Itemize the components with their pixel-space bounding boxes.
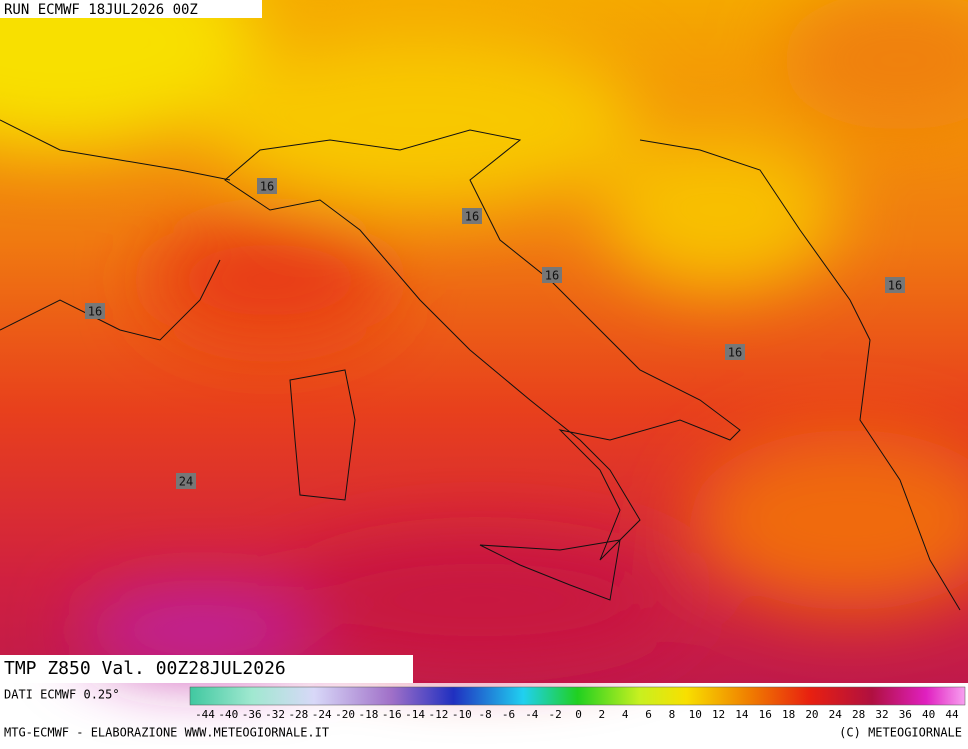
scale-label: -20: [335, 708, 355, 721]
temperature-field: [0, 0, 968, 670]
contour-label-box: [885, 277, 905, 293]
contour-label: 16: [260, 180, 274, 194]
scale-label: 18: [782, 708, 795, 721]
scale-label: 36: [899, 708, 912, 721]
scale-label: -12: [429, 708, 449, 721]
field-box: [0, 655, 413, 683]
contour-label-box: [176, 473, 196, 489]
scale-label: -8: [479, 708, 492, 721]
credit: MTG-ECMWF - ELABORAZIONE WWW.METEOGIORNA…: [4, 726, 329, 740]
contour-label-box: [462, 208, 482, 224]
contour-label: 16: [545, 269, 559, 283]
coastlines: [0, 119, 961, 611]
scale-label: -6: [502, 708, 515, 721]
scale-label: -2: [549, 708, 562, 721]
contour-label: 16: [88, 305, 102, 319]
map: RUN ECMWF 18JUL2026 00Z 16 16 16 16 16 16 24 T…: [0, 0, 968, 683]
field-title: TMP Z850 Val. 00Z28JUL2026: [4, 658, 286, 679]
scale-label: -36: [242, 708, 262, 721]
source: DATI ECMWF 0.25°: [4, 688, 120, 702]
run-title: RUN ECMWF 18JUL2026 00Z: [4, 2, 198, 18]
scale-label: 10: [689, 708, 702, 721]
contour-label: 16: [465, 210, 479, 224]
scale-label: 24: [829, 708, 843, 721]
scale-label: 8: [669, 708, 676, 721]
contour-label-box: [542, 267, 562, 283]
scale-label: 44: [945, 708, 959, 721]
scale-label: -40: [218, 708, 238, 721]
scale-label: 40: [922, 708, 935, 721]
scale-label: -14: [405, 708, 425, 721]
contour-label-box: [85, 303, 105, 319]
scale-label: 6: [645, 708, 652, 721]
scale-label: 32: [875, 708, 888, 721]
color-scale-bar: [189, 686, 966, 706]
scale-label: -4: [525, 708, 539, 721]
scale-label: -10: [452, 708, 472, 721]
scale-label: -24: [312, 708, 332, 721]
scale-label: -28: [288, 708, 308, 721]
scale-label: 20: [805, 708, 818, 721]
copyright: (C) METEOGIORNALE: [839, 726, 962, 740]
scale-label: -32: [265, 708, 285, 721]
title-box: [0, 0, 262, 18]
contour-label: 16: [728, 346, 742, 360]
color-scale-labels: -44 -40 -36 -32 -28 -24 -20 -18 -16 -14 -12 -10 -8 -6…: [195, 708, 959, 721]
contour-label-box: [725, 344, 745, 360]
scale-label: 16: [759, 708, 772, 721]
scale-label: 14: [735, 708, 749, 721]
contour-label: 24: [179, 475, 193, 489]
contour-labels: 16 16 16 16 16 16 24: [85, 178, 905, 489]
scale-label: 28: [852, 708, 865, 721]
contour-label-box: [257, 178, 277, 194]
scale-label: 12: [712, 708, 725, 721]
scale-label: 0: [575, 708, 582, 721]
contour-label: 16: [888, 279, 902, 293]
scale-label: 2: [599, 708, 606, 721]
scale-label: 4: [622, 708, 629, 721]
scale-label: -44: [195, 708, 215, 721]
scale-label: -18: [358, 708, 378, 721]
scale-label: -16: [382, 708, 402, 721]
